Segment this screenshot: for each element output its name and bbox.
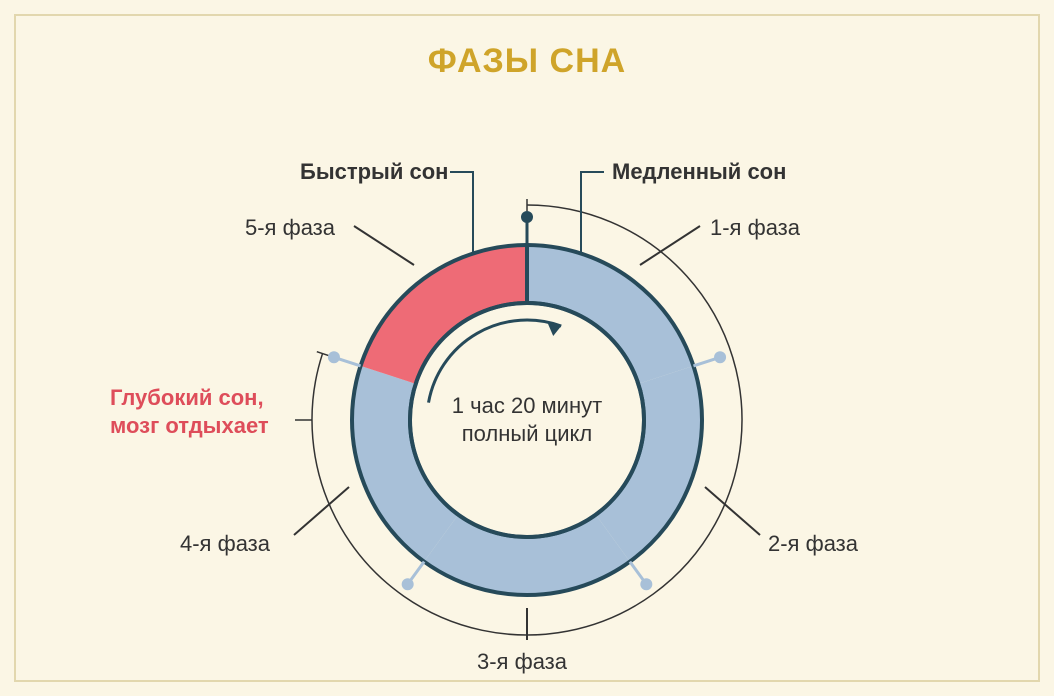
deep-sleep-label: Глубокий сон, мозг отдыхает (110, 384, 269, 439)
deep-sleep-line2: мозг отдыхает (110, 413, 269, 438)
phase1-label: 1-я фаза (710, 214, 800, 242)
center-text-line2: полный цикл (462, 421, 592, 446)
phase2-label: 2-я фаза (768, 530, 858, 558)
sleep-cycle-diagram (0, 0, 1054, 696)
slow-sleep-label: Медленный сон (612, 158, 786, 186)
phase4-label: 4-я фаза (180, 530, 270, 558)
fast-sleep-label: Быстрый сон (300, 158, 448, 186)
phase3-label: 3-я фаза (477, 648, 567, 676)
center-text: 1 час 20 минут полный цикл (427, 392, 627, 447)
deep-sleep-line1: Глубокий сон, (110, 385, 264, 410)
phase5-label: 5-я фаза (245, 214, 335, 242)
center-text-line1: 1 час 20 минут (452, 393, 602, 418)
